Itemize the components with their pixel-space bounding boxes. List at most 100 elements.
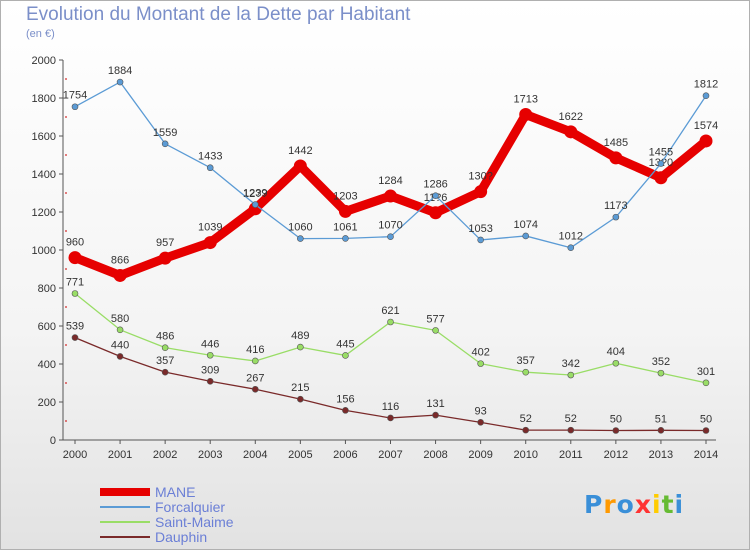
data-point-forcalquier xyxy=(522,232,530,240)
proxiti-logo: Proxiti xyxy=(584,490,684,519)
data-label-forcalquier: 1884 xyxy=(108,65,132,77)
x-tick-label: 2004 xyxy=(243,449,267,461)
data-label-mane: 1203 xyxy=(333,190,357,202)
data-point-dauphin xyxy=(522,426,530,434)
data-label-saint-maime: 416 xyxy=(246,344,264,356)
logo-letter: i xyxy=(674,490,685,519)
data-label-dauphin: 215 xyxy=(291,382,309,394)
y-tick-label: 800 xyxy=(38,283,56,295)
y-tick-label: 1200 xyxy=(32,207,56,219)
data-point-saint-maime xyxy=(387,318,394,326)
data-point-forcalquier xyxy=(477,236,484,244)
data-point-mane xyxy=(113,268,127,282)
data-point-mane xyxy=(474,185,488,199)
x-tick-label: 2002 xyxy=(153,449,177,461)
data-label-saint-maime: 486 xyxy=(156,331,174,343)
data-point-forcalquier xyxy=(342,235,349,242)
legend-label-mane: MANE xyxy=(155,484,195,500)
data-point-saint-maime xyxy=(702,379,710,387)
data-point-dauphin xyxy=(297,395,304,403)
y-tick-label: 400 xyxy=(38,359,56,371)
data-point-saint-maime xyxy=(342,352,349,359)
y-tick-label: 1400 xyxy=(32,169,56,181)
data-label-dauphin: 131 xyxy=(426,398,444,410)
data-label-dauphin: 50 xyxy=(700,414,712,426)
data-label-saint-maime: 357 xyxy=(517,355,535,367)
data-point-saint-maime xyxy=(71,290,79,297)
data-label-saint-maime: 352 xyxy=(652,356,670,368)
data-point-dauphin xyxy=(567,426,575,434)
data-label-mane: 130? xyxy=(468,171,492,183)
data-label-saint-maime: 580 xyxy=(111,313,129,325)
data-point-forcalquier xyxy=(387,233,394,240)
data-point-forcalquier xyxy=(251,201,259,208)
legend-label-dauphin: Dauphin xyxy=(155,529,207,545)
data-point-forcalquier xyxy=(206,164,214,172)
data-label-mane: 12?? xyxy=(243,188,267,200)
data-point-saint-maime xyxy=(477,360,484,367)
data-label-mane: 866 xyxy=(111,254,129,266)
data-label-dauphin: 539 xyxy=(66,321,84,333)
x-tick-label: 2011 xyxy=(559,449,583,461)
x-tick-label: 2007 xyxy=(378,449,402,461)
data-point-saint-maime xyxy=(612,359,620,367)
data-point-dauphin xyxy=(387,414,394,422)
y-tick-label: 1600 xyxy=(32,131,56,143)
data-point-mane xyxy=(609,151,623,165)
data-point-dauphin xyxy=(342,407,349,414)
data-label-dauphin: 116 xyxy=(382,401,400,413)
data-point-mane xyxy=(248,202,262,216)
x-tick-label: 2006 xyxy=(333,449,357,461)
data-label-dauphin: 440 xyxy=(111,339,129,351)
data-label-dauphin: 309 xyxy=(201,364,219,376)
data-label-dauphin: 93 xyxy=(475,405,487,417)
data-point-forcalquier xyxy=(161,140,169,148)
data-label-forcalquier: 1070 xyxy=(378,220,402,232)
data-label-forcalquier: 1061 xyxy=(333,221,357,233)
x-tick-label: 2005 xyxy=(288,449,312,461)
data-point-saint-maime xyxy=(657,369,665,377)
data-label-saint-maime: 577 xyxy=(426,313,444,325)
data-point-forcalquier xyxy=(657,160,665,167)
data-label-forcalquier: 1754 xyxy=(63,90,87,102)
y-tick-label: 1800 xyxy=(32,93,56,105)
data-point-saint-maime xyxy=(522,368,530,376)
data-point-saint-maime xyxy=(206,351,214,359)
data-label-dauphin: 52 xyxy=(520,413,532,425)
data-point-mane xyxy=(338,204,352,218)
logo-letter: x xyxy=(634,490,652,519)
data-point-dauphin xyxy=(657,427,665,434)
x-tick-label: 2010 xyxy=(513,449,537,461)
data-label-saint-maime: 404 xyxy=(607,346,625,358)
data-label-dauphin: 50 xyxy=(610,414,622,426)
data-label-mane: 1284 xyxy=(378,175,402,187)
data-point-mane xyxy=(384,189,397,203)
chart-title: Evolution du Montant de la Dette par Hab… xyxy=(26,4,411,25)
x-tick-label: 2001 xyxy=(108,449,132,461)
data-label-mane: 1442 xyxy=(288,145,312,157)
data-label-mane: 1713 xyxy=(513,94,537,106)
x-tick-label: 2014 xyxy=(694,449,718,461)
data-point-mane xyxy=(68,251,82,265)
data-point-mane xyxy=(699,134,713,148)
data-point-dauphin xyxy=(71,334,79,341)
data-point-dauphin xyxy=(206,377,214,385)
legend-label-saint-maime: Saint-Maime xyxy=(155,514,234,530)
y-tick-label: 600 xyxy=(38,321,56,333)
data-point-saint-maime xyxy=(432,327,439,334)
y-tick-label: 2000 xyxy=(32,55,56,67)
data-label-saint-maime: 301 xyxy=(697,366,715,378)
chart-subtitle: (en €) xyxy=(26,28,55,40)
logo-letter: t xyxy=(661,490,675,519)
data-label-saint-maime: 402 xyxy=(471,347,489,359)
data-point-forcalquier xyxy=(702,92,710,100)
data-label-forcalquier: 1559 xyxy=(153,127,177,139)
data-label-mane: 1039 xyxy=(198,222,222,234)
data-label-saint-maime: 771 xyxy=(66,277,84,289)
data-point-dauphin xyxy=(702,427,710,434)
logo-letter: o xyxy=(616,490,635,519)
data-label-saint-maime: 446 xyxy=(201,338,219,350)
y-tick-label: 1000 xyxy=(32,245,56,257)
data-point-saint-maime xyxy=(251,357,259,365)
data-label-saint-maime: 489 xyxy=(291,330,309,342)
